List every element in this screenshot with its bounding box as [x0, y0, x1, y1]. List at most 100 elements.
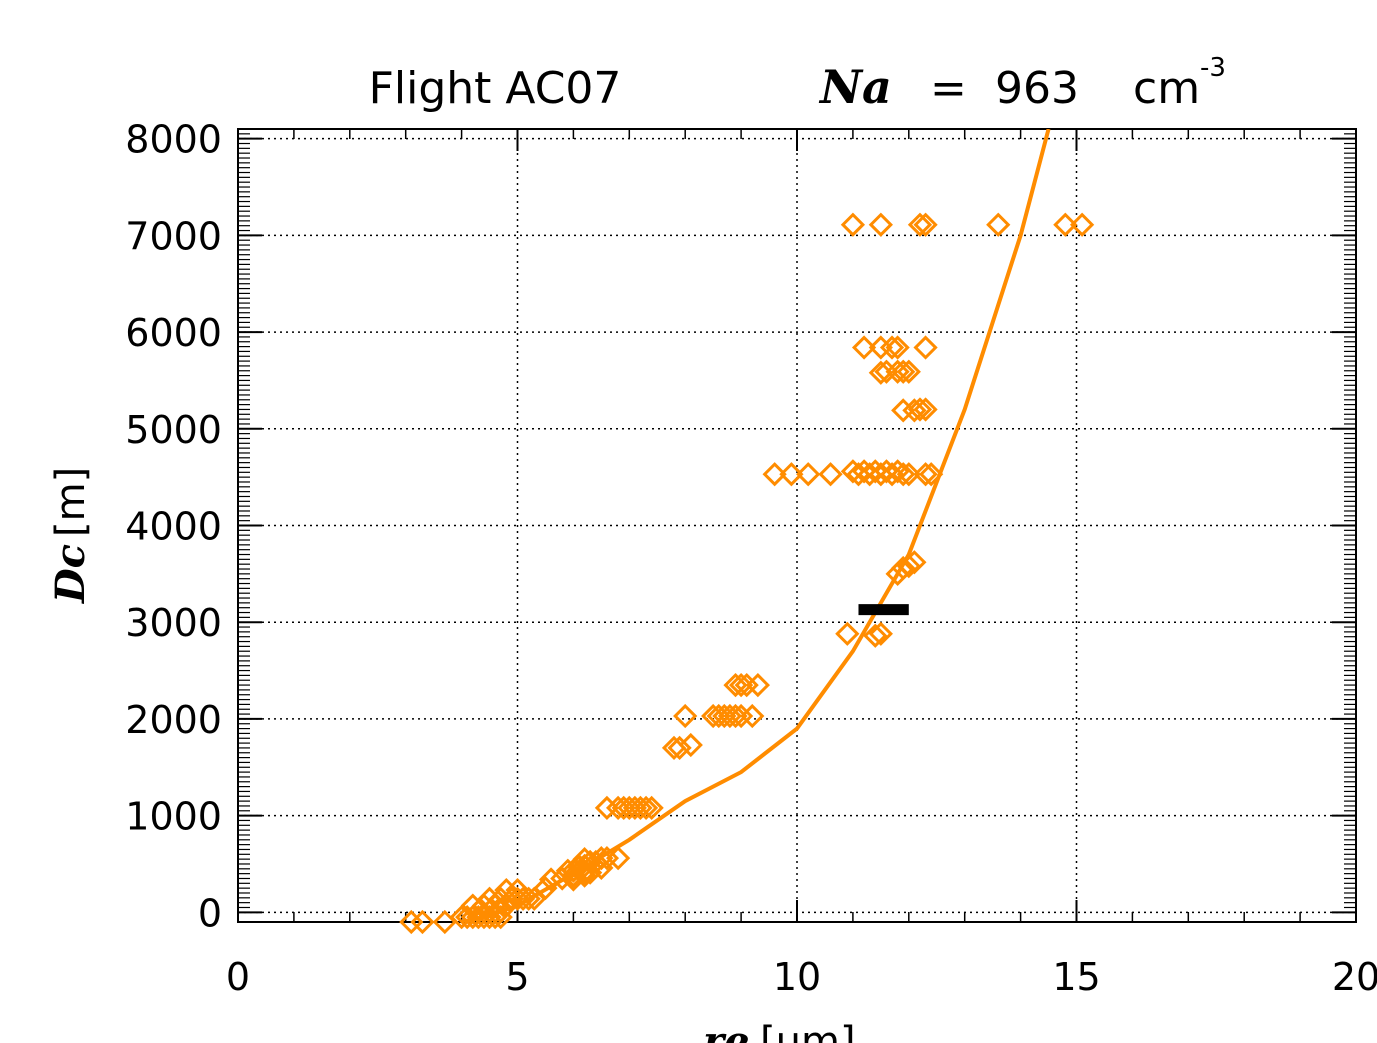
- plot-frame: [237, 128, 1357, 923]
- data-point: [745, 672, 770, 698]
- data-point: [399, 909, 424, 935]
- x-tick-label: 0: [226, 955, 250, 999]
- title-unit: cm: [1133, 63, 1200, 114]
- data-point: [874, 359, 899, 384]
- data-point: [863, 459, 888, 484]
- data-point: [628, 795, 653, 821]
- data-point: [477, 899, 502, 924]
- data-point: [477, 886, 502, 911]
- data-point: [488, 886, 513, 911]
- y-tick-label: 7000: [125, 214, 222, 258]
- data-point: [907, 397, 933, 422]
- data-point: [667, 735, 692, 761]
- data-point: [868, 335, 893, 360]
- data-point: [594, 846, 620, 871]
- y-tick-label: 0: [198, 891, 222, 935]
- x-axis-label-unit: [μm]: [760, 1019, 856, 1043]
- data-point: [678, 732, 703, 758]
- data-point: [701, 703, 726, 729]
- data-point: [622, 795, 648, 821]
- data-point: [762, 462, 787, 487]
- data-point: [913, 335, 938, 360]
- data-point: [460, 893, 485, 918]
- chart-title-left: Flight AC07: [369, 63, 622, 114]
- fit-curve: [461, 129, 1051, 922]
- data-point: [868, 212, 893, 237]
- data-point: [863, 623, 888, 648]
- y-axis-label-unit: [m]: [48, 467, 94, 537]
- title-unit-exponent: -3: [1200, 53, 1226, 83]
- x-tick-label: 10: [773, 955, 821, 999]
- data-point: [851, 335, 877, 360]
- data-point: [723, 703, 748, 729]
- data-point: [868, 360, 893, 385]
- data-point: [879, 335, 905, 360]
- data-point: [891, 555, 916, 581]
- data-point: [913, 212, 938, 237]
- data-point: [639, 795, 664, 821]
- title-na-variable: Na: [818, 60, 892, 114]
- data-point: [633, 795, 659, 821]
- data-point: [460, 905, 485, 930]
- fit-curve-group: [461, 129, 1051, 922]
- data-point: [891, 359, 916, 384]
- data-point: [538, 867, 564, 892]
- data-point: [617, 795, 642, 821]
- data-point: [902, 398, 927, 423]
- y-tick-labels: 0 1000 2000 3000 4000 5000 6000 7000 8000: [125, 118, 222, 936]
- data-point: [712, 703, 737, 729]
- data-point: [879, 462, 905, 487]
- title-equals: =: [930, 63, 967, 114]
- data-point: [510, 886, 536, 911]
- data-point: [566, 854, 592, 879]
- data-point: [723, 672, 748, 698]
- data-point: [466, 899, 491, 924]
- y-tick-label: 8000: [125, 118, 222, 162]
- data-point: [779, 462, 804, 487]
- data-point: [728, 703, 754, 729]
- data-point: [835, 621, 860, 646]
- x-tick-label: 15: [1052, 955, 1100, 999]
- y-axis-label-variable: Dc: [47, 544, 94, 604]
- data-point: [728, 672, 754, 698]
- data-point: [483, 893, 508, 918]
- data-point: [740, 703, 765, 729]
- grid-lines: [238, 129, 1356, 922]
- data-point: [907, 212, 933, 237]
- data-point: [561, 863, 586, 888]
- x-axis-label: re [μm]: [703, 1018, 856, 1043]
- data-point: [896, 359, 921, 384]
- data-point: [919, 462, 944, 487]
- data-point: [891, 398, 916, 423]
- x-axis-label-variable: re: [703, 1018, 750, 1043]
- data-point: [706, 703, 731, 729]
- y-tick-label: 4000: [125, 505, 222, 549]
- data-point: [611, 795, 636, 821]
- y-tick-label: 3000: [125, 601, 222, 645]
- data-point: [605, 795, 631, 821]
- title-value: 963: [995, 63, 1079, 114]
- data-point: [1053, 212, 1078, 237]
- data-point: [913, 462, 938, 487]
- data-point: [885, 335, 910, 360]
- data-point: [986, 212, 1011, 237]
- data-point: [913, 397, 938, 422]
- data-point: [885, 359, 910, 384]
- data-point: [572, 859, 597, 884]
- data-point: [505, 877, 530, 903]
- x-tick-labels: 0 5 10 15 20: [226, 955, 1377, 999]
- data-point: [891, 462, 916, 487]
- y-tick-label: 1000: [125, 795, 222, 839]
- x-tick-label: 20: [1332, 955, 1377, 999]
- data-point: [868, 621, 893, 646]
- data-point: [734, 672, 759, 698]
- y-tick-label: 2000: [125, 698, 222, 742]
- data-point: [1069, 212, 1095, 237]
- data-point: [673, 703, 698, 729]
- y-tick-label: 6000: [125, 311, 222, 355]
- data-point: [840, 212, 866, 237]
- data-point: [589, 855, 614, 880]
- data-point: [896, 462, 921, 487]
- scatter-points: [399, 212, 1095, 935]
